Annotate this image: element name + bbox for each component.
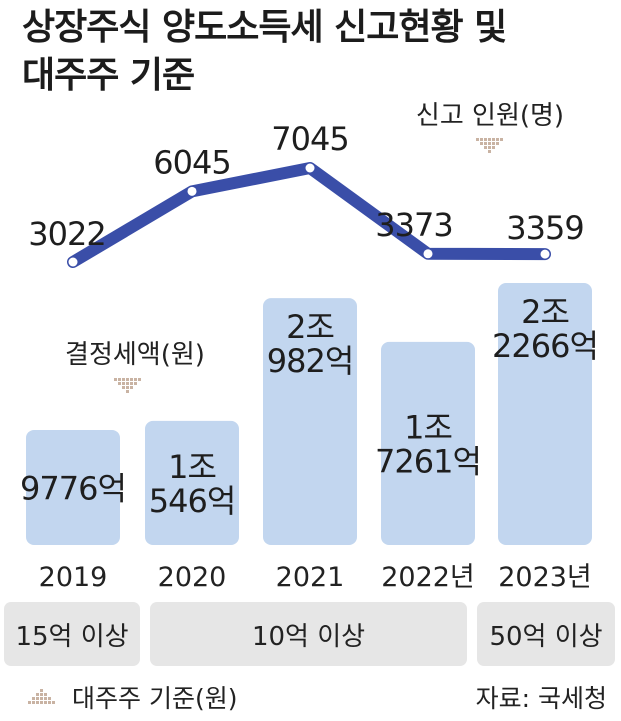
footer-legend-label: 대주주 기준(원) [72,684,238,713]
title-line-1: 상장주식 양도소득세 신고현황 및 [22,7,507,48]
source-note: 자료: 국세청 [475,684,607,713]
bar-value-label-4-0: 2조 [521,293,569,331]
footer-legend: 대주주 기준(원) [28,677,237,717]
bar-value-label-1-1: 546억 [149,482,236,520]
bar-0 [26,429,120,545]
line-legend-pointer-icon [476,138,503,153]
x-tick-label-1: 2020 [158,562,227,593]
threshold-band-2019: 15억 이상 [4,602,140,666]
bar-series-legend: 결정세액(원) [65,340,205,370]
bar-value-label-0-0: 9776억 [20,469,126,507]
x-tick-label-0: 2019 [39,562,108,593]
line-value-label-3: 3373 [375,206,452,244]
bar-value-label-4-1: 2266억 [492,327,598,365]
bar-value-label-3-1: 7261억 [375,442,481,480]
bar-value-label-1-0: 1조 [168,448,216,486]
bar-value-label-2-0: 2조 [286,308,334,346]
line-value-label-1: 6045 [153,143,230,181]
x-tick-label-4: 2023년 [498,562,592,593]
line-value-label-4: 3359 [506,209,583,247]
x-tick-label-3: 2022년 [381,562,475,593]
x-tick-label-2: 2021 [276,562,345,593]
threshold-band-2023: 50억 이상 [477,602,615,666]
line-point-2 [305,163,315,173]
threshold-legend-marker-icon [28,689,55,704]
line-series-legend: 신고 인원(명) [416,101,564,131]
bar-4 [498,283,592,545]
title-line-2: 대주주 기준 [22,55,195,96]
bar-legend-pointer-icon [114,378,141,393]
bar-3 [381,341,475,545]
chart-title: 상장주식 양도소득세 신고현황 및 대주주 기준 [22,4,612,100]
line-point-0 [68,257,78,267]
bar-value-label-3-0: 1조 [404,408,452,446]
bar-2 [263,298,357,545]
line-point-4 [540,249,550,259]
line-point-1 [187,186,197,196]
bar-1 [145,420,239,545]
line-point-3 [423,249,433,259]
bar-value-label-2-1: 982억 [267,342,354,380]
threshold-band-2020-2022: 10억 이상 [150,602,467,666]
line-value-label-2: 7045 [271,120,348,158]
line-value-label-0: 3022 [28,215,105,253]
line-series [67,162,551,268]
